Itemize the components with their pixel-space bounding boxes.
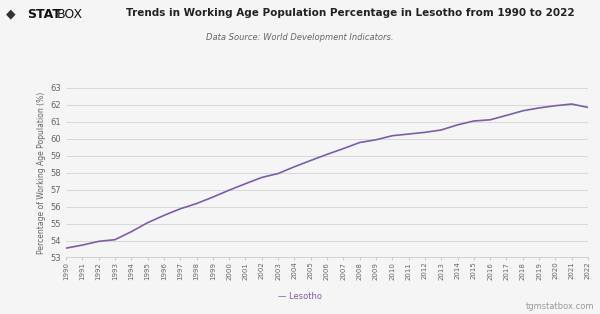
- Y-axis label: Percentage of Working Age Population (%): Percentage of Working Age Population (%): [37, 92, 46, 254]
- Text: tgmstatbox.com: tgmstatbox.com: [526, 302, 594, 311]
- Text: BOX: BOX: [57, 8, 83, 21]
- Text: Trends in Working Age Population Percentage in Lesotho from 1990 to 2022: Trends in Working Age Population Percent…: [126, 8, 575, 18]
- Text: — Lesotho: — Lesotho: [278, 292, 322, 301]
- Text: ◆: ◆: [6, 8, 16, 21]
- Text: Data Source: World Development Indicators.: Data Source: World Development Indicator…: [206, 33, 394, 42]
- Text: STAT: STAT: [27, 8, 61, 21]
